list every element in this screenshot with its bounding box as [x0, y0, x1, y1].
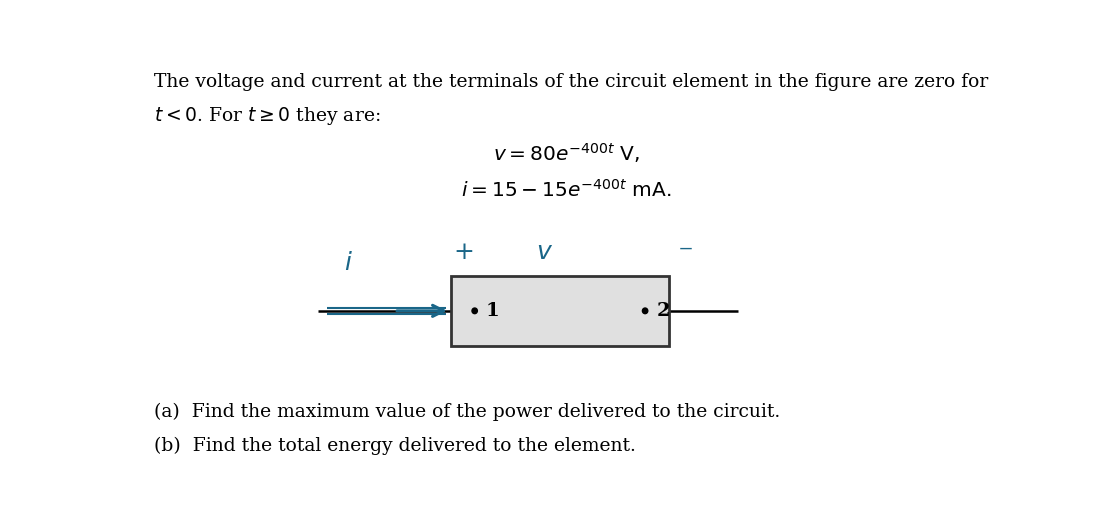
Text: –: –: [680, 234, 693, 262]
Text: $i = 15 - 15e^{-400t}\ \mathrm{mA}.$: $i = 15 - 15e^{-400t}\ \mathrm{mA}.$: [461, 179, 672, 201]
Text: 1: 1: [486, 302, 499, 320]
Bar: [451, 276, 670, 346]
Text: (a)  Find the maximum value of the power delivered to the circuit.: (a) Find the maximum value of the power …: [154, 402, 780, 421]
Text: 2: 2: [656, 302, 670, 320]
Text: $i$: $i$: [344, 252, 352, 275]
Text: $t < 0$. For $t \geq 0$ they are:: $t < 0$. For $t \geq 0$ they are:: [154, 105, 380, 127]
Ellipse shape: [642, 308, 648, 314]
Text: (b)  Find the total energy delivered to the element.: (b) Find the total energy delivered to t…: [154, 437, 635, 456]
Text: +: +: [453, 241, 474, 264]
Text: The voltage and current at the terminals of the circuit element in the figure ar: The voltage and current at the terminals…: [154, 73, 988, 91]
Text: $v$: $v$: [536, 241, 554, 264]
Text: $v = 80e^{-400t}\ \mathrm{V},$: $v = 80e^{-400t}\ \mathrm{V},$: [493, 141, 640, 165]
Ellipse shape: [472, 308, 477, 314]
